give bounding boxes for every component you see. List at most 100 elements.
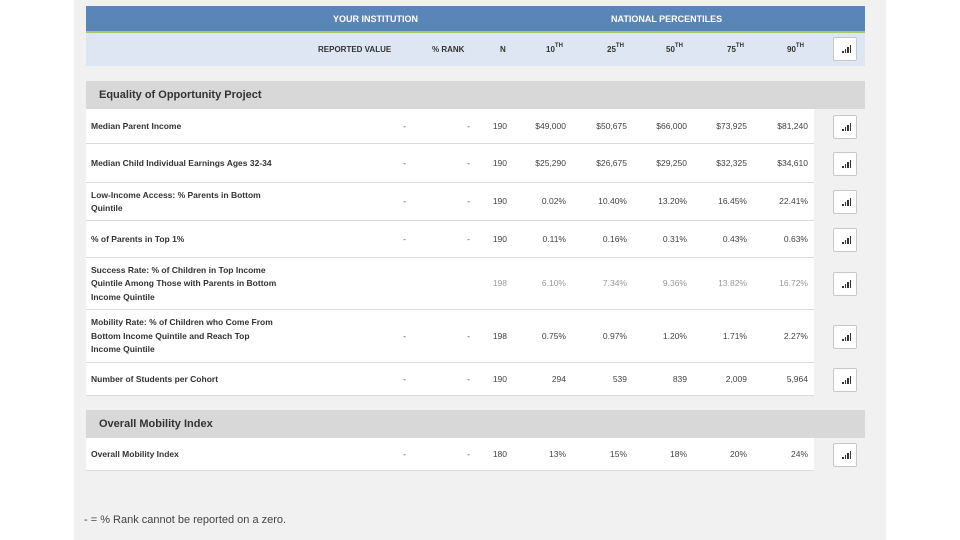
chart-button[interactable] <box>833 37 857 61</box>
cell-rank: - <box>467 233 470 244</box>
cell-p75: 16.45% <box>718 196 747 206</box>
chart-button[interactable] <box>833 443 857 467</box>
table-row: Success Rate: % of Children in Top Incom… <box>86 258 814 310</box>
national-percentiles-heading: NATIONAL PERCENTILES <box>611 14 723 24</box>
row-label: Median Parent Income <box>91 120 182 131</box>
cell-p90: 24% <box>790 448 808 459</box>
table-row: Mobility Rate: % of Children who Come Fr… <box>86 310 814 363</box>
cell-p50: 1.20% <box>662 330 687 341</box>
section-header: Equality of Opportunity Project <box>86 81 865 109</box>
bar-chart-icon <box>842 123 851 131</box>
cell-p75: 20% <box>729 448 747 459</box>
table-row: % of Parents in Top 1% - - 190 0.11% 0.16% 0.3… <box>86 221 814 258</box>
cell-reported: - <box>403 196 406 206</box>
cell-p90: 22.41% <box>779 196 808 206</box>
bar-chart-icon <box>842 376 851 384</box>
col-n: N <box>500 45 506 54</box>
row-label: Success Rate: % of Children in Top Incom… <box>91 264 277 302</box>
cell-rank: - <box>467 196 470 206</box>
col-p90: 90TH <box>787 43 804 54</box>
bar-chart-icon <box>842 198 851 206</box>
cell-rank: - <box>467 157 470 168</box>
row-label: % of Parents in Top 1% <box>91 233 185 244</box>
cell-p90: 16.72% <box>779 278 808 288</box>
cell-p50: 9.36% <box>662 278 687 288</box>
cell-p75: 13.82% <box>718 278 747 288</box>
col-p50: 50TH <box>666 43 683 54</box>
row-label: Median Child Individual Earnings Ages 32… <box>91 157 272 168</box>
chart-button[interactable] <box>833 152 857 176</box>
cell-p50: $29,250 <box>656 157 687 168</box>
chart-button[interactable] <box>833 272 857 296</box>
cell-reported: - <box>403 373 406 384</box>
your-institution-heading: YOUR INSTITUTION <box>333 14 418 24</box>
cell-p25: 15% <box>609 448 627 459</box>
cell-reported: - <box>403 330 406 341</box>
cell-reported: - <box>403 448 406 459</box>
col-p10: 10TH <box>546 43 563 54</box>
col-p25: 25TH <box>607 43 624 54</box>
cell-p75: $73,925 <box>716 120 747 131</box>
table-row: Median Child Individual Earnings Ages 32… <box>86 144 814 183</box>
cell-reported: - <box>403 120 406 131</box>
cell-p90: $81,240 <box>777 120 808 131</box>
chart-button[interactable] <box>833 368 857 392</box>
chart-button[interactable] <box>833 115 857 139</box>
cell-p90: 0.63% <box>783 233 808 244</box>
cell-p10: 0.75% <box>541 330 566 341</box>
table-row: Overall Mobility Index - - 180 13% 15% 18% 20% 2… <box>86 438 814 471</box>
bar-chart-icon <box>842 236 851 244</box>
chart-button[interactable] <box>833 325 857 349</box>
bar-chart-icon <box>842 160 851 168</box>
col-p75: 75TH <box>727 43 744 54</box>
cell-n: 180 <box>492 448 507 459</box>
cell-rank: - <box>467 373 470 384</box>
cell-p90: $34,610 <box>777 157 808 168</box>
chart-button[interactable] <box>833 190 857 214</box>
cell-p25: 10.40% <box>598 196 627 206</box>
cell-n: 190 <box>492 233 507 244</box>
row-label: Number of Students per Cohort <box>91 373 219 384</box>
cell-p25: $26,675 <box>596 157 627 168</box>
cell-p90: 2.27% <box>783 330 808 341</box>
cell-n: 190 <box>492 157 507 168</box>
cell-p25: 0.97% <box>602 330 627 341</box>
cell-p25: 7.34% <box>602 278 627 288</box>
row-label: Overall Mobility Index <box>91 448 179 459</box>
cell-n: 190 <box>492 373 507 384</box>
cell-p75: 2,009 <box>725 373 747 384</box>
table-row: Median Parent Income - - 190 $49,000 $50,675 $… <box>86 109 814 144</box>
cell-reported: - <box>403 157 406 168</box>
cell-p10: 0.11% <box>542 233 566 244</box>
col-reported-value: REPORTED VALUE <box>318 45 392 54</box>
table-row: Number of Students per Cohort - - 190 294 539… <box>86 363 814 396</box>
cell-n: 190 <box>492 120 507 131</box>
section-title: Overall Mobility Index <box>99 418 213 430</box>
cell-p90: 5,964 <box>786 373 808 384</box>
cell-p25: 539 <box>612 373 627 384</box>
bar-chart-icon <box>842 280 851 288</box>
chart-button[interactable] <box>833 228 857 252</box>
row-label: Mobility Rate: % of Children who Come Fr… <box>91 317 273 354</box>
bar-chart-icon <box>842 333 851 341</box>
cell-rank: - <box>467 448 470 459</box>
cell-p25: 0.16% <box>602 233 627 244</box>
cell-p75: 1.71% <box>722 330 747 341</box>
table-row: Low-Income Access: % Parents in Bottom Q… <box>86 183 814 221</box>
col-pct-rank: % RANK <box>432 45 465 54</box>
bar-chart-icon <box>842 451 851 459</box>
cell-rank: - <box>467 330 470 341</box>
header-bar: YOUR INSTITUTION NATIONAL PERCENTILES <box>86 6 865 31</box>
section-title: Equality of Opportunity Project <box>99 89 262 101</box>
bar-chart-icon <box>842 45 851 53</box>
cell-rank: - <box>467 120 470 131</box>
cell-p50: 839 <box>672 373 687 384</box>
cell-p75: $32,325 <box>716 157 747 168</box>
cell-p50: 0.31% <box>662 233 687 244</box>
cell-p10: 294 <box>551 373 566 384</box>
footnote: - = % Rank cannot be reported on a zero. <box>84 514 287 526</box>
cell-p75: 0.43% <box>722 233 747 244</box>
cell-p10: $49,000 <box>535 120 566 131</box>
cell-p25: $50,675 <box>596 120 627 131</box>
cell-p10: 13% <box>548 448 566 459</box>
